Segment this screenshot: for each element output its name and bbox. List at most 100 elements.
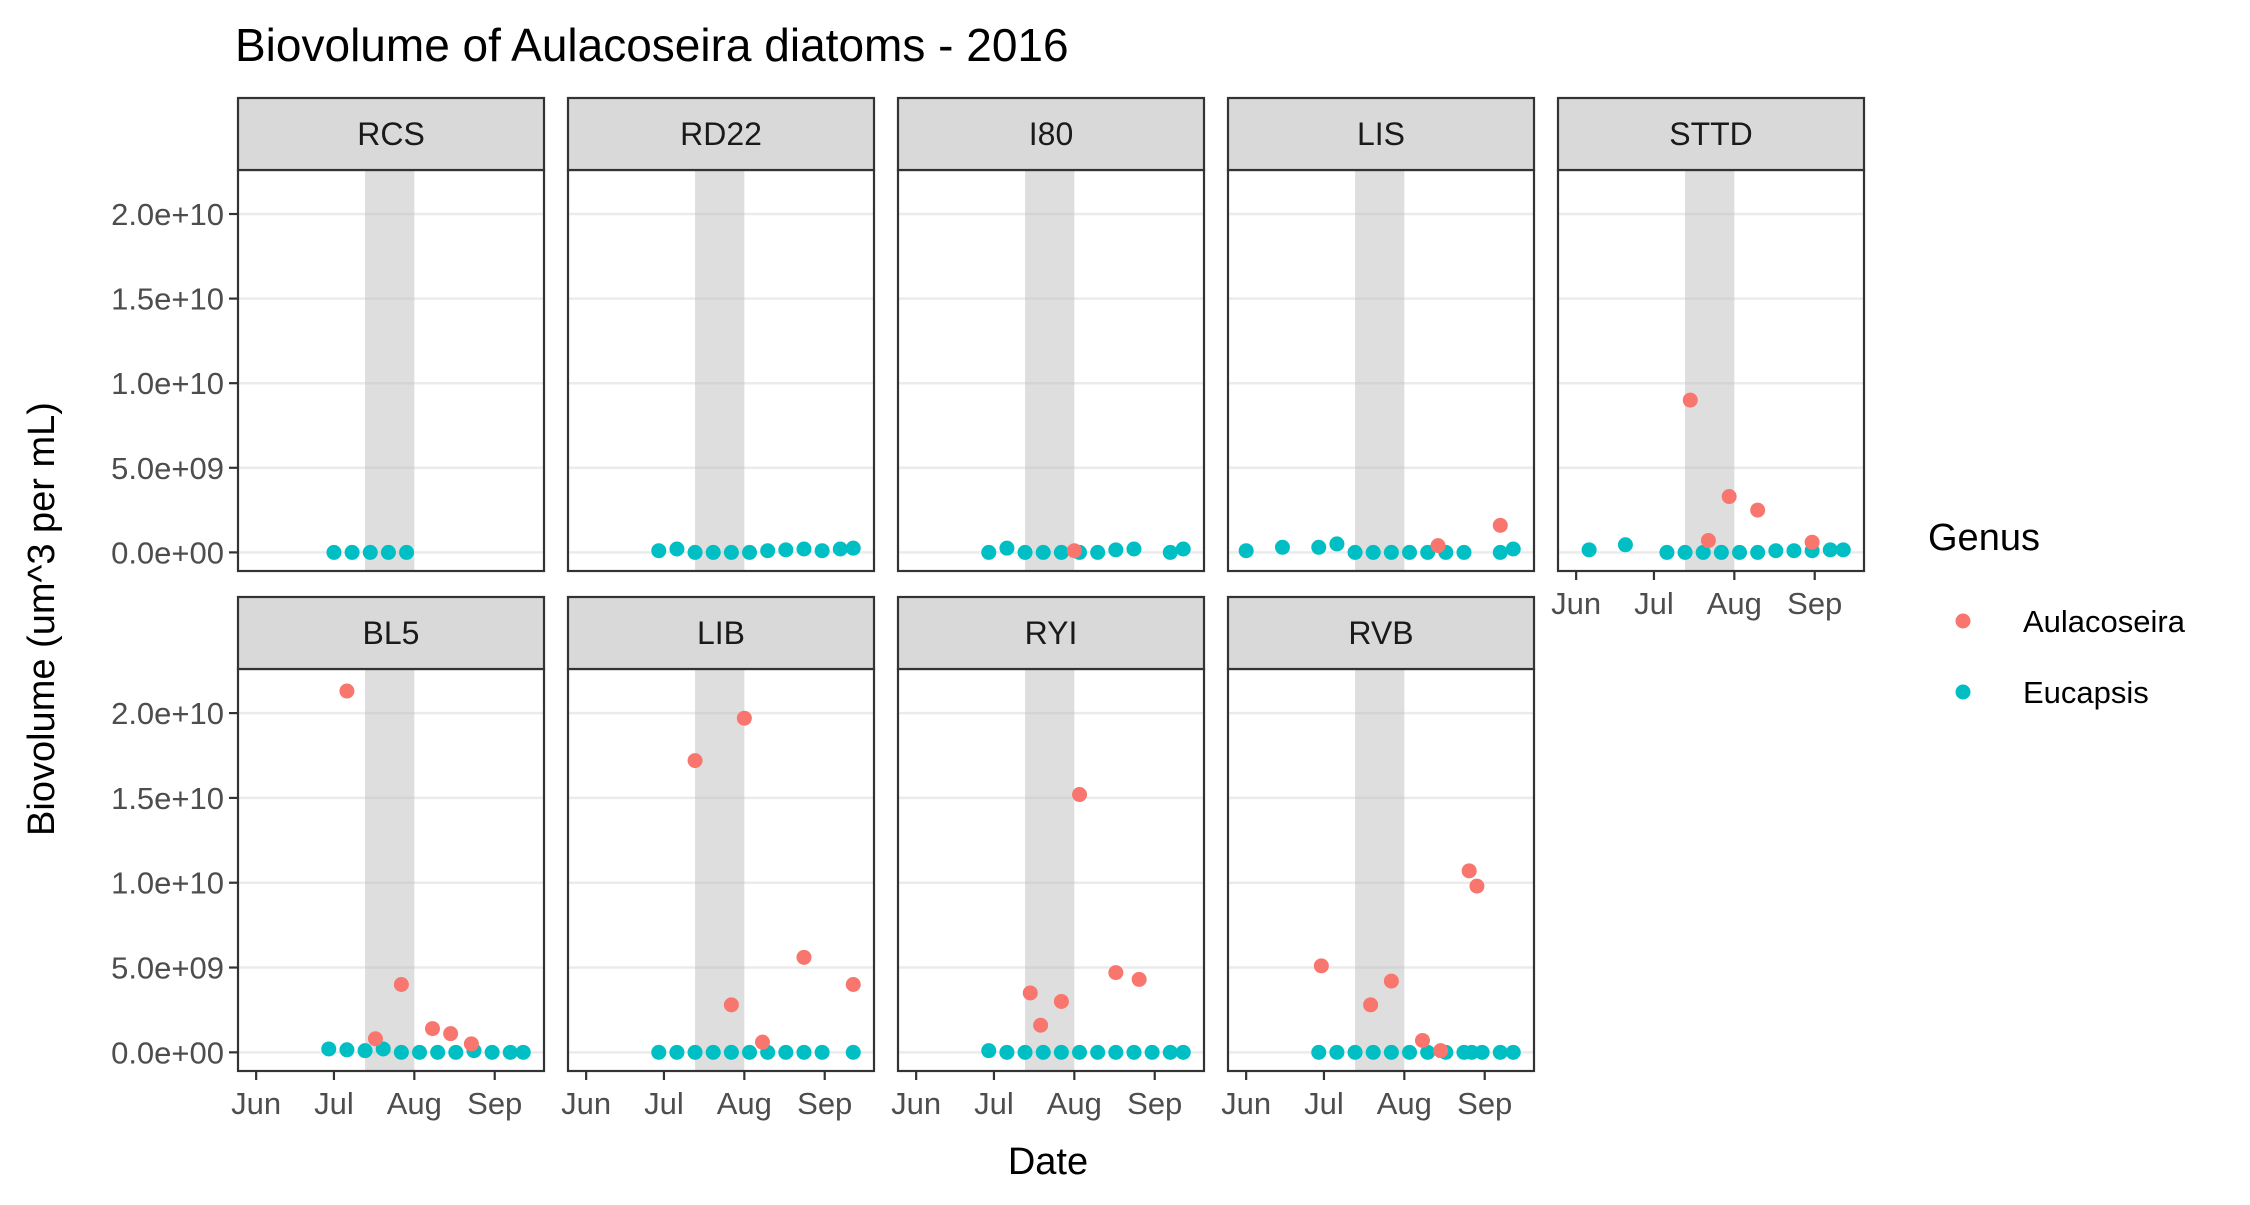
strip-rd22 xyxy=(566,96,876,172)
shaded-period-lis xyxy=(1355,170,1405,571)
shaded-period-rcs xyxy=(365,170,415,571)
y-tick-label: 5.0e+09 xyxy=(111,451,224,486)
x-tick-label: Jul xyxy=(1304,1086,1344,1121)
point-eucapsis-rd22 xyxy=(778,542,794,558)
point-eucapsis-rd22 xyxy=(814,543,830,559)
y-tick-label: 2.0e+10 xyxy=(111,197,224,232)
point-eucapsis-sttd xyxy=(1677,544,1693,560)
point-eucapsis-i80 xyxy=(981,544,997,560)
point-eucapsis-bl5 xyxy=(321,1041,337,1057)
point-eucapsis-ryi xyxy=(1072,1044,1088,1060)
point-eucapsis-rvb xyxy=(1505,1044,1521,1060)
x-tick-label: Sep xyxy=(1457,1086,1512,1121)
point-eucapsis-ryi xyxy=(1175,1044,1191,1060)
point-aulacoseira-bl5 xyxy=(367,1031,383,1047)
point-aulacoseira-rvb xyxy=(1469,878,1485,894)
point-eucapsis-ryi xyxy=(1144,1044,1160,1060)
point-eucapsis-lis xyxy=(1329,536,1345,552)
shaded-period-lib xyxy=(695,669,745,1071)
point-eucapsis-bl5 xyxy=(430,1044,446,1060)
point-eucapsis-rd22 xyxy=(845,540,861,556)
strip-label-lib: LIB xyxy=(697,615,745,651)
legend-title: Genus xyxy=(1928,517,2040,559)
point-eucapsis-sttd xyxy=(1695,544,1711,560)
point-eucapsis-ryi xyxy=(1017,1044,1033,1060)
point-aulacoseira-sttd xyxy=(1721,489,1737,505)
strip-bl5 xyxy=(236,595,546,671)
y-tick-label: 2.0e+10 xyxy=(111,696,224,731)
legend-label-aulacoseira: Aulacoseira xyxy=(2023,604,2186,639)
point-eucapsis-lib xyxy=(669,1044,685,1060)
point-eucapsis-bl5 xyxy=(412,1044,428,1060)
point-eucapsis-rcs xyxy=(399,544,415,560)
point-eucapsis-i80 xyxy=(1017,544,1033,560)
point-eucapsis-ryi xyxy=(1035,1044,1051,1060)
strip-label-i80: I80 xyxy=(1029,116,1073,152)
point-eucapsis-rvb xyxy=(1402,1044,1418,1060)
y-tick-label: 0.0e+00 xyxy=(111,1035,224,1070)
point-eucapsis-rvb xyxy=(1311,1044,1327,1060)
y-tick-label: 1.0e+10 xyxy=(111,366,224,401)
point-aulacoseira-lib xyxy=(736,710,752,726)
point-eucapsis-lib xyxy=(723,1044,739,1060)
shaded-period-rd22 xyxy=(695,170,745,571)
chart-title: Biovolume of Aulacoseira diatoms - 2016 xyxy=(235,19,1069,71)
point-eucapsis-rd22 xyxy=(832,541,848,557)
point-eucapsis-bl5 xyxy=(484,1044,500,1060)
point-aulacoseira-ryi xyxy=(1072,787,1088,803)
shaded-period-rvb xyxy=(1355,669,1405,1071)
point-eucapsis-lib xyxy=(651,1044,667,1060)
point-aulacoseira-sttd xyxy=(1750,502,1766,518)
point-aulacoseira-bl5 xyxy=(424,1021,440,1037)
point-eucapsis-rvb xyxy=(1420,1044,1436,1060)
y-tick-label: 1.5e+10 xyxy=(111,282,224,317)
point-eucapsis-rcs xyxy=(362,544,378,560)
point-eucapsis-lib xyxy=(742,1044,758,1060)
point-aulacoseira-sttd xyxy=(1804,534,1820,550)
point-eucapsis-sttd xyxy=(1617,537,1633,553)
point-eucapsis-i80 xyxy=(1175,541,1191,557)
x-tick-label: Jul xyxy=(1634,586,1674,621)
point-eucapsis-lis xyxy=(1383,544,1399,560)
point-aulacoseira-lis xyxy=(1492,517,1508,533)
legend-key-eucapsis xyxy=(1955,684,1971,700)
x-tick-label: Jun xyxy=(891,1086,941,1121)
point-eucapsis-lis xyxy=(1456,544,1472,560)
x-tick-label: Jul xyxy=(314,1086,354,1121)
point-eucapsis-i80 xyxy=(1053,544,1069,560)
point-eucapsis-ryi xyxy=(999,1044,1015,1060)
point-aulacoseira-rvb xyxy=(1313,958,1329,974)
strip-label-ryi: RYI xyxy=(1025,615,1078,651)
shaded-period-i80 xyxy=(1025,170,1075,571)
x-tick-label: Sep xyxy=(797,1086,852,1121)
x-tick-label: Jun xyxy=(1221,1086,1271,1121)
point-aulacoseira-ryi xyxy=(1022,985,1038,1001)
point-aulacoseira-bl5 xyxy=(393,976,409,992)
point-eucapsis-lis xyxy=(1505,541,1521,557)
point-aulacoseira-ryi xyxy=(1053,993,1069,1009)
point-aulacoseira-sttd xyxy=(1700,533,1716,549)
point-eucapsis-lib xyxy=(796,1044,812,1060)
strip-lib xyxy=(566,595,876,671)
point-eucapsis-rd22 xyxy=(760,543,776,559)
point-eucapsis-ryi xyxy=(1053,1044,1069,1060)
strip-label-sttd: STTD xyxy=(1669,116,1753,152)
point-eucapsis-rd22 xyxy=(669,541,685,557)
point-aulacoseira-rvb xyxy=(1433,1043,1449,1059)
point-eucapsis-lis xyxy=(1402,544,1418,560)
point-eucapsis-lis xyxy=(1274,539,1290,555)
point-eucapsis-sttd xyxy=(1768,543,1784,559)
point-eucapsis-lib xyxy=(687,1044,703,1060)
y-axis-label: Biovolume (um^3 per mL) xyxy=(21,402,63,836)
point-eucapsis-rd22 xyxy=(651,543,667,559)
x-tick-label: Aug xyxy=(1707,586,1762,621)
strip-i80 xyxy=(896,96,1206,172)
point-eucapsis-rvb xyxy=(1329,1044,1345,1060)
shaded-period-ryi xyxy=(1025,669,1075,1071)
point-eucapsis-i80 xyxy=(1090,544,1106,560)
y-tick-label: 1.5e+10 xyxy=(111,781,224,816)
point-eucapsis-rd22 xyxy=(742,544,758,560)
point-eucapsis-ryi xyxy=(1090,1044,1106,1060)
